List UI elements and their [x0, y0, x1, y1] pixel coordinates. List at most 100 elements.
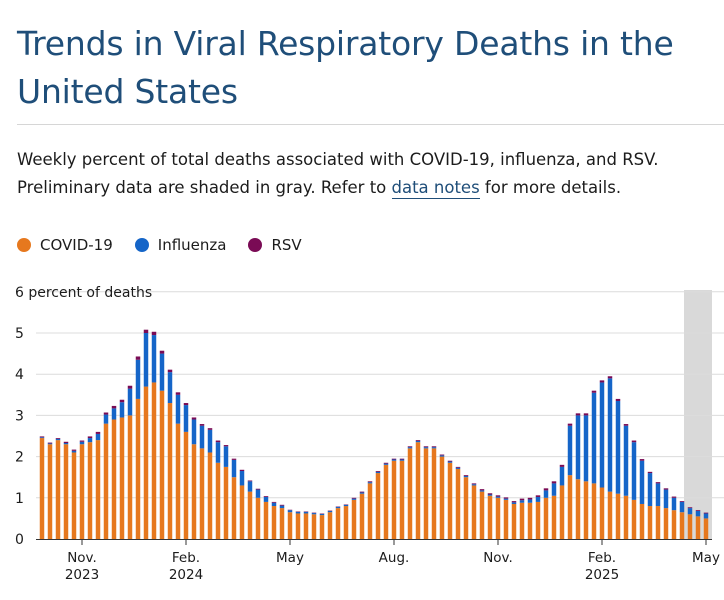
bar-rsv-segment: [383, 462, 389, 464]
bar-covid-segment: [87, 442, 93, 539]
bar-influenza-segment: [175, 394, 181, 424]
bar-influenza-segment: [663, 489, 669, 509]
bar-covid-segment: [447, 462, 453, 539]
bar-influenza-segment: [671, 497, 677, 511]
legend-item-influenza[interactable]: Influenza: [134, 236, 227, 254]
bar-covid-segment: [559, 485, 565, 539]
bar-rsv-segment: [543, 488, 549, 491]
legend-item-rsv[interactable]: RSV: [248, 236, 302, 254]
bar-influenza-segment: [95, 433, 101, 441]
bar-covid-segment: [143, 386, 149, 539]
bar-rsv-segment: [207, 428, 213, 430]
bar-covid-segment: [359, 493, 365, 539]
bar-covid-segment: [207, 452, 213, 539]
bar-covid-segment: [391, 460, 397, 539]
bar-covid-segment: [135, 398, 141, 539]
bar-covid-segment: [495, 497, 501, 539]
bar-rsv-segment: [247, 480, 253, 482]
bar-covid-segment: [247, 491, 253, 539]
bar-rsv-segment: [631, 440, 637, 443]
bar-influenza-segment: [399, 459, 405, 461]
bar-covid-segment: [607, 491, 613, 539]
bar-influenza-segment: [183, 405, 189, 432]
bar-covid-segment: [599, 487, 605, 539]
bar-influenza-segment: [335, 506, 341, 509]
bar-covid-segment: [591, 483, 597, 539]
bar-covid-segment: [487, 495, 493, 539]
bar-covid-segment: [383, 464, 389, 539]
bar-covid-segment: [399, 460, 405, 539]
bar-covid-segment: [167, 403, 173, 539]
bar-covid-segment: [663, 508, 669, 539]
bar-influenza-segment: [167, 372, 173, 404]
bar-covid-segment: [271, 506, 277, 539]
bar-covid-segment: [375, 473, 381, 539]
x-tick-label: Nov.: [483, 550, 513, 566]
bar-rsv-segment: [615, 398, 621, 401]
bar-influenza-segment: [647, 473, 653, 507]
bar-influenza-segment: [255, 489, 261, 498]
bar-rsv-segment: [671, 496, 677, 498]
bar-influenza-segment: [79, 441, 85, 445]
x-tick-label: May: [276, 550, 304, 566]
bar-influenza-segment: [71, 450, 77, 453]
bar-rsv-segment: [263, 496, 269, 497]
bar-influenza-segment: [103, 414, 109, 424]
bar-rsv-segment: [431, 446, 437, 448]
x-tick-label: Aug.: [379, 550, 410, 566]
bar-rsv-segment: [359, 491, 365, 493]
bar-influenza-segment: [207, 429, 213, 453]
y-tick-label: 1: [15, 491, 24, 507]
bar-influenza-segment: [447, 461, 453, 463]
bar-rsv-segment: [271, 501, 277, 503]
bar-covid-segment: [103, 423, 109, 539]
bar-rsv-segment: [647, 471, 653, 474]
bar-influenza-segment: [471, 484, 477, 486]
bar-covid-segment: [159, 390, 165, 539]
bar-covid-segment: [431, 448, 437, 539]
bar-rsv-segment: [135, 356, 141, 360]
bar-influenza-segment: [455, 467, 461, 469]
bar-covid-segment: [319, 515, 325, 539]
bar-influenza-segment: [575, 415, 581, 480]
bar-influenza-segment: [39, 437, 45, 439]
bar-covid-segment: [551, 495, 557, 539]
bar-influenza-segment: [599, 382, 605, 488]
bar-rsv-segment: [439, 454, 445, 456]
bar-rsv-segment: [87, 436, 93, 439]
legend-item-covid[interactable]: COVID-19: [17, 236, 113, 254]
bar-rsv-segment: [47, 442, 53, 444]
bar-covid-segment: [71, 452, 77, 539]
bar-rsv-segment: [567, 423, 573, 426]
bar-influenza-segment: [87, 438, 93, 443]
bar-rsv-segment: [391, 458, 397, 460]
bar-influenza-segment: [495, 496, 501, 498]
y-tick-label: 3: [15, 408, 24, 424]
bar-rsv-segment: [71, 449, 77, 451]
bar-covid-segment: [295, 513, 301, 539]
bar-influenza-segment: [303, 511, 309, 514]
bar-influenza-segment: [135, 359, 141, 399]
bar-influenza-segment: [703, 513, 709, 519]
bar-influenza-segment: [543, 490, 549, 498]
bar-rsv-segment: [519, 498, 525, 501]
bar-rsv-segment: [39, 436, 45, 438]
bar-rsv-segment: [215, 440, 221, 443]
bar-covid-segment: [639, 503, 645, 539]
bar-covid-segment: [695, 516, 701, 539]
bar-influenza-segment: [559, 466, 565, 486]
bar-covid-segment: [79, 444, 85, 539]
bar-rsv-segment: [199, 424, 205, 426]
bar-covid-segment: [703, 518, 709, 539]
bar-covid-segment: [255, 497, 261, 539]
bar-influenza-segment: [319, 513, 325, 516]
bar-influenza-segment: [679, 501, 685, 513]
bar-covid-segment: [223, 466, 229, 539]
x-tick-label: Feb.: [172, 550, 200, 566]
legend-label: Influenza: [157, 236, 227, 254]
bar-covid-segment: [151, 382, 157, 539]
bar-rsv-segment: [175, 392, 181, 395]
bar-rsv-segment: [183, 403, 189, 406]
data-notes-link[interactable]: data notes: [391, 178, 480, 199]
